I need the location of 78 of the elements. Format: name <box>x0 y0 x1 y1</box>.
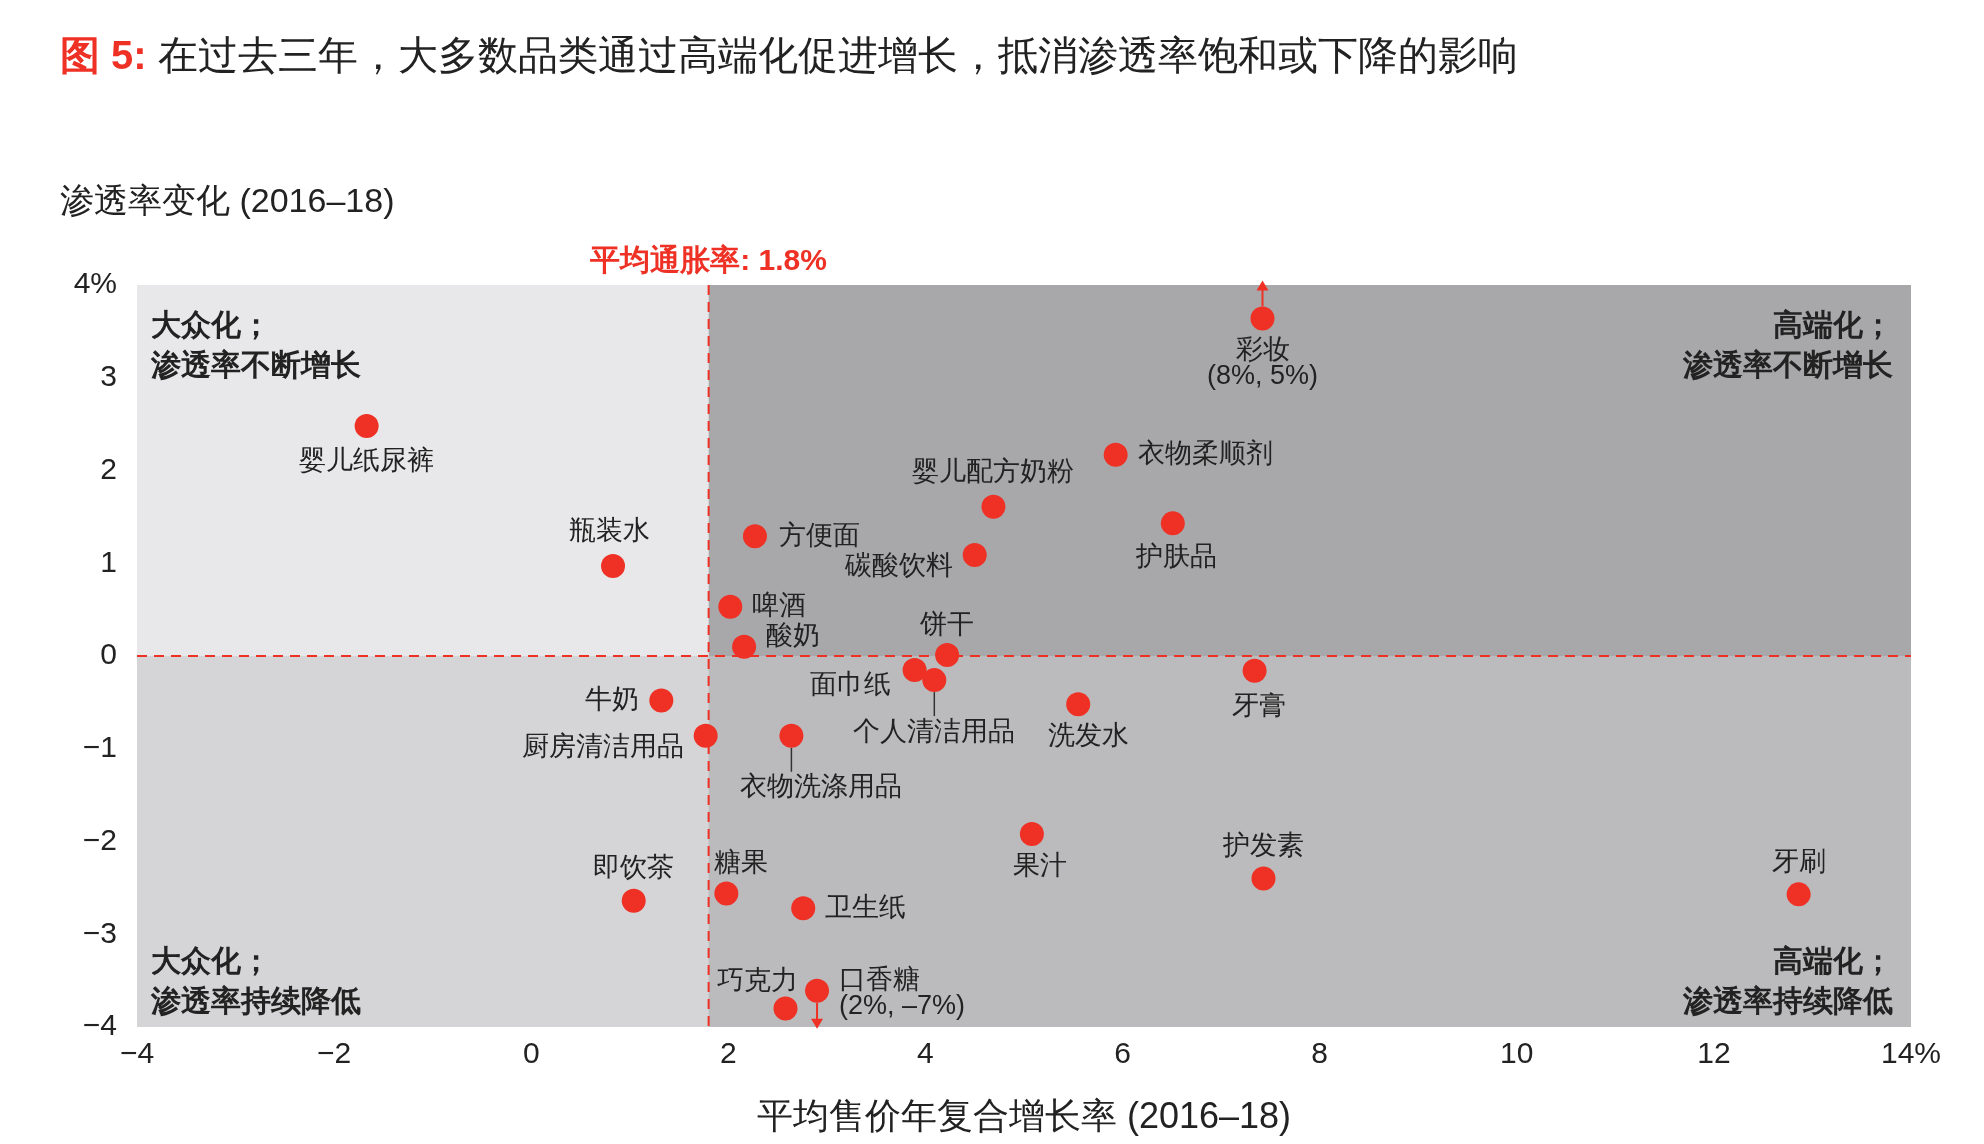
point <box>1250 306 1275 331</box>
annotation: 巧克力 <box>717 964 798 995</box>
point <box>1103 442 1128 467</box>
annotation: 衣物洗涤用品 <box>740 771 903 802</box>
y-axis-title: 渗透率变化 (2016–18) <box>60 180 395 221</box>
annotation: 高端化；渗透率持续降低 <box>1682 944 1893 1018</box>
annotation: 酸奶 <box>766 620 821 651</box>
point <box>779 723 804 748</box>
y-tick-label: −1 <box>82 730 117 764</box>
point <box>732 634 757 659</box>
y-tick-label: 0 <box>100 637 117 671</box>
y-tick-label: 1 <box>100 544 117 578</box>
annotation: 护发素 <box>1221 830 1304 861</box>
annotation: 即饮茶 <box>593 852 675 883</box>
point <box>649 688 674 713</box>
x-tick-label: 14% <box>1880 1036 1942 1070</box>
point <box>902 657 927 682</box>
annotation: 牙刷 <box>1771 845 1826 876</box>
point <box>791 896 816 921</box>
y-tick-label: 2 <box>100 451 117 485</box>
point <box>1786 882 1811 907</box>
annotation: 婴儿纸尿裤 <box>299 445 435 476</box>
y-tick-label: −4 <box>82 1008 117 1042</box>
x-tick-label: 10 <box>1500 1036 1534 1070</box>
y-tick-label: 3 <box>100 359 117 393</box>
chart-title: 图 5: 在过去三年，大多数品类通过高端化促进增长，抵消渗透率饱和或下降的影响 <box>60 33 1518 77</box>
annotation: 口香糖 (2%, –7%) <box>839 964 966 1021</box>
annotation: 瓶装水 <box>568 515 650 546</box>
point <box>621 888 646 913</box>
point <box>773 996 798 1021</box>
x-tick-label: 0 <box>522 1036 540 1070</box>
x-tick-label: 12 <box>1697 1036 1731 1070</box>
annotation: 饼干 <box>919 608 975 639</box>
annotation: 护肤品 <box>1135 540 1218 571</box>
point <box>962 542 987 567</box>
y-tick-label: −2 <box>82 822 117 856</box>
x-tick-label: 2 <box>719 1036 737 1070</box>
point <box>1160 511 1185 536</box>
annotation: 牙膏 <box>1231 690 1286 721</box>
annotation: 面巾纸 <box>809 669 891 700</box>
annotation: 衣物柔顺剂 <box>1137 438 1273 469</box>
point <box>1251 866 1276 891</box>
point <box>935 643 960 668</box>
annotation: 啤酒 <box>752 590 807 621</box>
annotation: 牛奶 <box>585 683 640 714</box>
point <box>601 554 626 579</box>
annotation: 糖果 <box>714 846 769 877</box>
point <box>981 494 1006 519</box>
y-tick-label: −3 <box>82 915 117 949</box>
point <box>1242 658 1267 683</box>
point <box>714 881 739 906</box>
point <box>742 524 767 549</box>
annotation: 彩妆 (8%, 5%) <box>1206 333 1319 390</box>
annotation: 厨房清洁用品 <box>521 731 684 762</box>
point <box>1019 822 1044 847</box>
x-tick-label: 6 <box>1114 1036 1131 1070</box>
ref-line-label: 平均通胀率: 1.8% <box>589 243 827 277</box>
annotation: 高端化；渗透率不断增长 <box>1682 308 1893 382</box>
point <box>805 978 830 1003</box>
annotation: 碳酸饮料 <box>843 550 953 581</box>
x-tick-label: −2 <box>317 1036 352 1070</box>
annotation: 果汁 <box>1012 849 1067 880</box>
x-tick-label: 4 <box>917 1036 934 1070</box>
annotation: 大众化；渗透率不断增长 <box>150 308 361 382</box>
annotation: 卫生纸 <box>825 891 907 922</box>
point <box>718 594 743 619</box>
annotation: 婴儿配方奶粉 <box>912 456 1075 487</box>
annotation: 洗发水 <box>1047 719 1129 750</box>
annotation: 个人清洁用品 <box>853 715 1016 746</box>
point <box>354 413 379 438</box>
x-axis-title: 平均售价年复合增长率 (2016–18) <box>756 1095 1292 1137</box>
x-tick-label: 8 <box>1311 1036 1329 1070</box>
y-tick-label: 4% <box>73 266 117 300</box>
point <box>922 668 947 693</box>
annotation: 方便面 <box>778 519 860 550</box>
annotation: 大众化；渗透率持续降低 <box>150 944 361 1018</box>
point <box>693 723 718 748</box>
point <box>1066 692 1091 717</box>
